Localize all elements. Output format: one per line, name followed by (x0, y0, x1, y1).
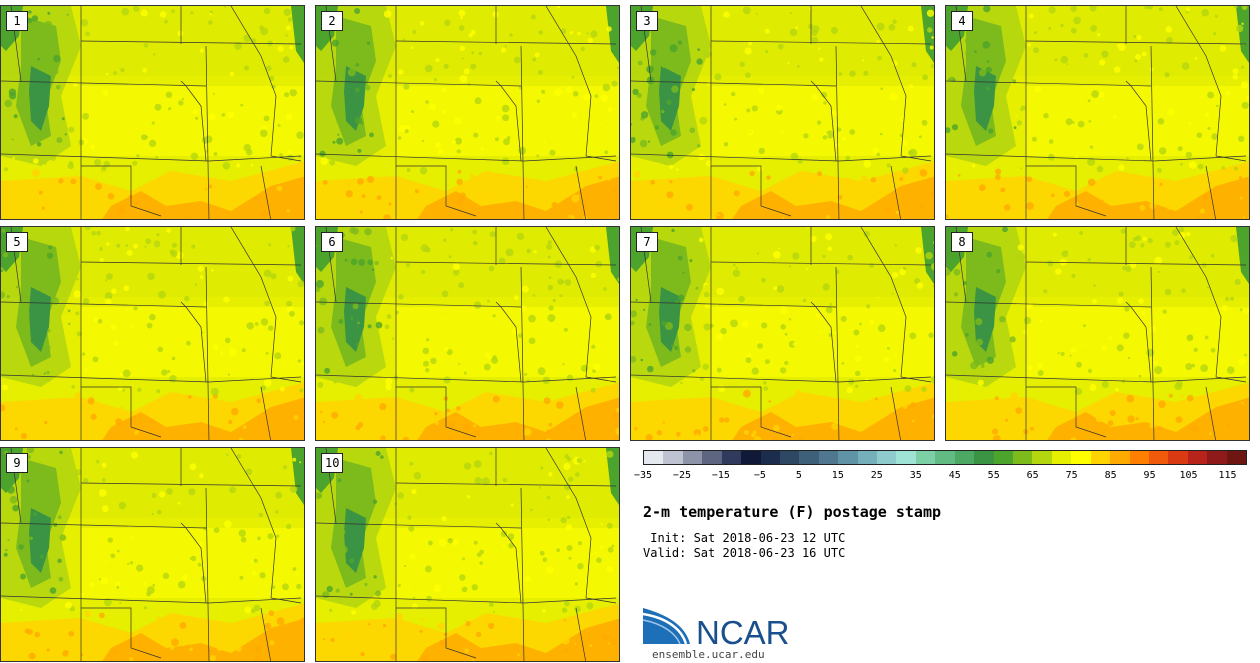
panel-number-label: 2 (321, 11, 343, 31)
colorbar-swatch (838, 451, 858, 464)
colorbar-swatch (974, 451, 994, 464)
colorbar-tick: 105 (1179, 470, 1198, 481)
colorbar-tick: 25 (870, 470, 883, 481)
colorbar-tick: 5 (795, 470, 802, 481)
forecast-panel: 8 (945, 226, 1250, 441)
forecast-panel: 3 (630, 5, 935, 220)
forecast-panel: 1 (0, 5, 305, 220)
ncar-logo: NCAR (642, 608, 790, 651)
forecast-panel: 2 (315, 5, 620, 220)
colorbar-tick: 15 (831, 470, 844, 481)
panel-number-label: 4 (951, 11, 973, 31)
colorbar-tick: 75 (1065, 470, 1078, 481)
colorbar-swatch (954, 451, 975, 464)
colorbar-tick: −35 (633, 470, 653, 481)
colorbar-tick: 115 (1218, 470, 1237, 481)
colorbar-swatch (799, 451, 819, 464)
panel-number-label: 1 (6, 11, 28, 31)
colorbar-swatch (1110, 451, 1130, 464)
colorbar-tick: 35 (909, 470, 922, 481)
colorbar-swatch (779, 451, 800, 464)
colorbar-swatch (915, 451, 936, 464)
colorbar-swatch (877, 451, 897, 464)
colorbar-swatch (1071, 451, 1091, 464)
colorbar-swatch (644, 451, 664, 464)
forecast-panel: 5 (0, 226, 305, 441)
colorbar-swatch (1148, 451, 1169, 464)
colorbar-swatch (760, 451, 780, 464)
colorbar-swatch (721, 451, 742, 464)
colorbar-swatch (1226, 451, 1247, 464)
panel-number-label: 5 (6, 232, 28, 252)
map-title: 2-m temperature (F) postage stamp (643, 503, 942, 521)
colorbar-swatch (1090, 451, 1111, 464)
colorbar-tick: 95 (1143, 470, 1156, 481)
forecast-panel: 10 (315, 447, 620, 662)
colorbar-swatch (1129, 451, 1149, 464)
ncar-wordmark: NCAR (696, 614, 790, 651)
valid-time: Valid: Sat 2018-06-23 16 UTC (643, 546, 846, 560)
colorbar-swatch (896, 451, 916, 464)
colorbar-swatch (993, 451, 1014, 464)
colorbar-swatch (1051, 451, 1072, 464)
forecast-panel: 6 (315, 226, 620, 441)
panel-number-label: 7 (636, 232, 658, 252)
colorbar-swatch (1168, 451, 1188, 464)
colorbar-swatch (682, 451, 703, 464)
panel-number-label: 10 (321, 453, 344, 473)
colorbar-tick: −15 (711, 470, 730, 481)
forecast-panel: 4 (945, 5, 1250, 220)
colorbar-tick: 65 (1026, 470, 1039, 481)
colorbar-swatch (1207, 451, 1227, 464)
colorbar-swatch (663, 451, 683, 464)
colorbar-tick: −25 (672, 470, 691, 481)
colorbar-swatch (935, 451, 955, 464)
init-time: Init: Sat 2018-06-23 12 UTC (643, 531, 846, 545)
colorbar-swatch (1032, 451, 1052, 464)
forecast-panel: 7 (630, 226, 935, 441)
forecast-panel: 9 (0, 447, 305, 662)
colorbar-tick: 45 (948, 470, 961, 481)
colorbar-tick: 55 (987, 470, 1000, 481)
panel-number-label: 9 (6, 453, 28, 473)
colorbar-tick: 85 (1104, 470, 1117, 481)
colorbar-swatch (818, 451, 839, 464)
colorbar-swatch (741, 451, 761, 464)
colorbar-swatch (857, 451, 878, 464)
panel-number-label: 8 (951, 232, 973, 252)
panel-number-label: 6 (321, 232, 343, 252)
colorbar-swatch (1013, 451, 1033, 464)
colorbar-swatch (702, 451, 722, 464)
temperature-colorbar (643, 450, 1247, 465)
colorbar-swatch (1187, 451, 1208, 464)
panel-number-label: 3 (636, 11, 658, 31)
colorbar-tick-labels: −35 −25 −15 −5 5 15 25 35 45 55 65 75 85 95 105 115 (634, 470, 1247, 484)
colorbar-tick: −5 (753, 470, 766, 481)
ensemble-url: ensemble.ucar.edu (652, 648, 765, 661)
